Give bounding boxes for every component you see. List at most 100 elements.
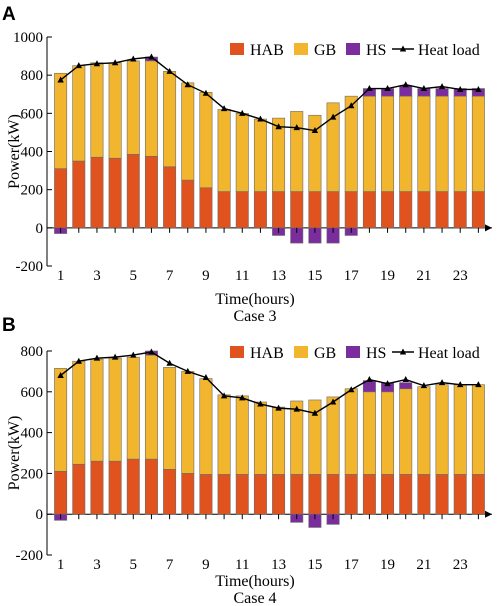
bar-hab — [163, 166, 177, 229]
legend-swatch-hs — [346, 346, 360, 358]
heat-load-marker — [438, 379, 446, 386]
legend-label-hab: HAB — [250, 42, 284, 59]
bar-gb — [144, 354, 158, 460]
heat-load-marker — [311, 127, 319, 134]
bar-gb — [344, 95, 358, 192]
bar-gb — [308, 399, 322, 475]
heat-load-marker — [75, 357, 82, 364]
x-tick-label: 7 — [166, 268, 174, 284]
heat-load-marker — [402, 81, 409, 88]
bar-hab — [308, 191, 322, 229]
bar-gb — [72, 65, 86, 162]
bar-hab — [163, 469, 177, 515]
bar-hab — [144, 155, 158, 229]
bar-hab — [199, 187, 213, 229]
bar-hab — [144, 458, 158, 515]
y-tick-label: 800 — [21, 344, 44, 360]
heat-load-marker — [457, 381, 464, 388]
bar-hab — [181, 179, 195, 229]
heat-load-marker — [384, 85, 391, 92]
bar-hab — [290, 474, 304, 515]
bar-hab — [235, 474, 249, 515]
bar-gb — [471, 384, 485, 475]
heat-load-marker — [329, 398, 337, 405]
heat-load-marker — [275, 404, 282, 411]
heat-load-line — [60, 56, 479, 132]
bar-gb — [399, 95, 413, 192]
bar-hab — [362, 474, 376, 515]
y-tick-label: 400 — [21, 426, 44, 442]
y-tick-label: -200 — [16, 259, 44, 275]
heat-load-marker — [239, 394, 246, 401]
bar-gb — [199, 92, 213, 189]
x-tick-label: 3 — [93, 268, 101, 284]
heat-load-marker — [329, 113, 337, 120]
bar-hab — [344, 474, 358, 515]
bar-gb — [290, 111, 304, 192]
panel-label-b: B — [2, 315, 16, 336]
bar-gb — [108, 62, 122, 159]
bar-gb — [399, 388, 413, 475]
bar-gb — [54, 368, 68, 472]
bar-gb — [272, 117, 286, 192]
bar-hab — [181, 473, 195, 515]
bar-hab — [453, 474, 467, 515]
bar-hab — [435, 474, 449, 515]
x-tick-label: 13 — [271, 268, 286, 284]
heat-load-marker — [402, 376, 409, 383]
bar-hab — [471, 474, 485, 515]
bar-gb — [54, 72, 68, 169]
bar-gb — [362, 95, 376, 192]
bar-hab — [108, 157, 122, 229]
y-tick-label: 200 — [21, 466, 44, 482]
bar-gb — [326, 102, 340, 192]
bar-hab — [381, 474, 395, 515]
panel-label-a: A — [2, 4, 16, 25]
x-tick-label: 21 — [416, 557, 431, 573]
bar-gb — [326, 396, 340, 475]
legend-label-heat-load: Heat load — [418, 42, 480, 59]
bar-gb — [308, 114, 322, 192]
x-tick-label: 3 — [93, 557, 101, 573]
heat-load-marker — [57, 371, 64, 378]
bar-gb — [144, 60, 158, 157]
bar-gb — [453, 384, 467, 475]
x-axis-label: Time(hours) — [215, 573, 294, 590]
heat-load-marker — [184, 367, 191, 374]
heat-load-line — [60, 351, 479, 414]
y-tick-label: 200 — [21, 183, 44, 199]
x-tick-label: 1 — [57, 557, 65, 573]
bar-hab — [381, 191, 395, 229]
heat-load-marker — [366, 85, 373, 92]
heat-load-marker — [111, 59, 119, 66]
x-axis-arrow — [485, 510, 492, 518]
legend-swatch-gb — [294, 346, 308, 358]
heat-load-marker — [130, 55, 137, 62]
legend-label-hab: HAB — [250, 345, 284, 362]
heat-load-marker — [366, 376, 373, 383]
bar-hab — [344, 191, 358, 229]
bar-gb — [344, 388, 358, 475]
heat-load-marker — [111, 353, 119, 360]
bar-gb — [453, 95, 467, 192]
bar-hab — [72, 160, 86, 229]
bar-hab — [253, 474, 267, 515]
bar-gb — [471, 95, 485, 192]
bar-gb — [90, 358, 104, 462]
heat-load-marker — [202, 89, 210, 96]
heat-load-marker — [420, 85, 428, 92]
legend-label-gb: GB — [314, 42, 336, 59]
bar-gb — [163, 367, 177, 470]
x-tick-label: 9 — [202, 557, 210, 573]
y-tick-label: 600 — [21, 106, 44, 122]
bar-gb — [217, 109, 231, 192]
heat-load-marker — [420, 382, 428, 389]
x-tick-label: 17 — [344, 268, 360, 284]
bar-gb — [253, 401, 267, 475]
bar-hab — [126, 154, 140, 229]
bar-gb — [253, 118, 267, 192]
bar-hab — [217, 474, 231, 515]
heat-load-marker — [130, 351, 137, 358]
bar-hab — [435, 191, 449, 229]
